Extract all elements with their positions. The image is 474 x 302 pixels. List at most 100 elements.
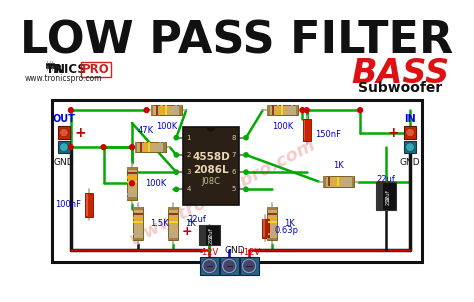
Circle shape xyxy=(203,260,216,272)
Bar xyxy=(163,142,165,152)
Text: +: + xyxy=(74,126,86,140)
Circle shape xyxy=(221,258,237,274)
Bar xyxy=(127,181,137,183)
Text: 8: 8 xyxy=(231,135,236,141)
Circle shape xyxy=(144,108,149,113)
Circle shape xyxy=(174,170,178,174)
Text: 22uf: 22uf xyxy=(376,175,395,184)
Bar xyxy=(169,233,178,236)
Bar xyxy=(404,127,416,139)
Bar xyxy=(58,127,70,139)
Bar xyxy=(183,127,239,205)
Bar xyxy=(133,221,143,223)
Bar xyxy=(267,105,270,115)
Bar xyxy=(133,217,143,219)
Bar xyxy=(144,143,146,152)
Text: GND: GND xyxy=(224,246,245,255)
Bar xyxy=(168,207,178,210)
Bar xyxy=(333,177,335,186)
Circle shape xyxy=(244,153,248,157)
Bar xyxy=(337,177,339,186)
Text: -12V: -12V xyxy=(200,248,219,257)
Bar xyxy=(267,207,277,240)
Wedge shape xyxy=(207,127,216,132)
Text: 1K: 1K xyxy=(185,219,196,228)
Text: +12V: +12V xyxy=(237,248,261,257)
Bar xyxy=(169,213,178,215)
Bar xyxy=(133,207,143,210)
Bar xyxy=(239,257,258,275)
Bar xyxy=(263,220,264,237)
Text: 22uf: 22uf xyxy=(187,215,206,224)
Circle shape xyxy=(300,108,305,113)
Circle shape xyxy=(60,143,68,152)
Bar xyxy=(148,143,150,152)
Circle shape xyxy=(243,260,255,272)
Bar xyxy=(133,238,143,240)
Text: 100K: 100K xyxy=(272,122,293,131)
Circle shape xyxy=(223,260,235,272)
Text: 100K: 100K xyxy=(145,179,166,188)
Bar xyxy=(168,238,178,240)
Text: 1.5K: 1.5K xyxy=(150,219,169,228)
Circle shape xyxy=(60,128,68,137)
Circle shape xyxy=(174,187,178,191)
Bar xyxy=(135,142,165,152)
Circle shape xyxy=(68,145,73,149)
Circle shape xyxy=(244,136,248,140)
Bar xyxy=(328,177,330,186)
Bar xyxy=(164,105,167,115)
Bar xyxy=(46,63,55,68)
Bar xyxy=(179,105,182,115)
Circle shape xyxy=(244,187,248,191)
Circle shape xyxy=(174,136,178,140)
Bar xyxy=(156,105,158,115)
Circle shape xyxy=(101,145,106,149)
Text: 22uF: 22uF xyxy=(385,188,390,201)
Bar xyxy=(304,120,305,140)
Bar xyxy=(127,176,137,178)
Bar xyxy=(168,207,178,240)
Bar xyxy=(199,225,220,245)
Bar xyxy=(151,105,182,115)
Bar xyxy=(133,213,143,215)
Text: GND: GND xyxy=(400,158,420,167)
Text: 3: 3 xyxy=(187,169,191,175)
Text: BASS: BASS xyxy=(352,56,450,90)
Bar xyxy=(200,257,219,275)
Text: +: + xyxy=(387,126,399,140)
Text: 4: 4 xyxy=(187,186,191,192)
Text: 100nF: 100nF xyxy=(55,200,81,209)
Bar xyxy=(267,217,277,219)
Text: Subwoofer: Subwoofer xyxy=(358,81,443,95)
Bar xyxy=(159,143,161,152)
Bar xyxy=(169,217,178,219)
Bar xyxy=(169,221,178,223)
Text: +: + xyxy=(182,225,192,238)
Circle shape xyxy=(304,108,309,113)
Text: NICS: NICS xyxy=(55,63,87,76)
Circle shape xyxy=(358,108,363,113)
Text: 6: 6 xyxy=(231,169,236,175)
Bar xyxy=(296,105,298,115)
Text: 25V: 25V xyxy=(209,234,214,244)
Circle shape xyxy=(241,258,257,274)
Bar xyxy=(323,176,354,187)
Bar xyxy=(127,167,137,169)
Bar xyxy=(58,141,70,153)
Bar xyxy=(175,105,177,115)
Circle shape xyxy=(406,143,414,152)
Text: GND: GND xyxy=(54,158,74,167)
Bar xyxy=(267,221,277,223)
Bar xyxy=(160,105,163,115)
Bar xyxy=(281,105,283,115)
Text: IN: IN xyxy=(404,114,416,124)
Bar xyxy=(352,176,354,187)
Bar xyxy=(133,233,143,236)
Text: PRO: PRO xyxy=(82,63,110,76)
Bar xyxy=(303,119,310,141)
Text: 1: 1 xyxy=(187,135,191,141)
Bar xyxy=(262,219,269,238)
Circle shape xyxy=(406,128,414,137)
Bar xyxy=(127,167,137,200)
